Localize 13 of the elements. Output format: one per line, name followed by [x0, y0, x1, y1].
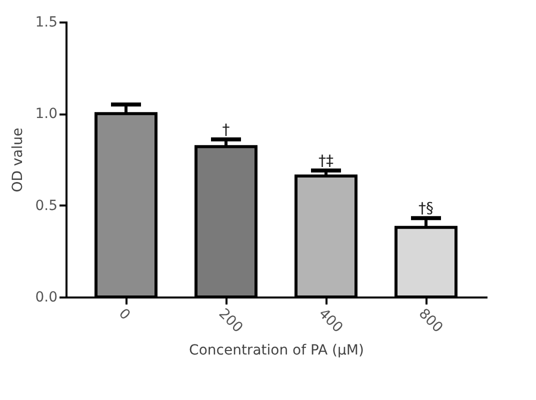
x-tick-label: 200 [215, 306, 246, 336]
y-tick-label: 1.0 [35, 106, 58, 122]
annotation: †§ [418, 199, 434, 218]
x-tick-label: 400 [315, 306, 346, 336]
x-tick-label: 0 [115, 306, 134, 324]
x-axis-title: Concentration of PA (μM) [189, 342, 364, 358]
annotation: † [222, 120, 230, 138]
y-tick-label: 0.5 [35, 198, 58, 214]
y-tick-label: 1.5 [35, 14, 58, 30]
x-tick-label: 800 [415, 306, 446, 336]
annotation: †‡ [318, 152, 334, 170]
y-axis-title: OD value [10, 128, 26, 192]
y-tick-label: 0.0 [35, 290, 58, 306]
